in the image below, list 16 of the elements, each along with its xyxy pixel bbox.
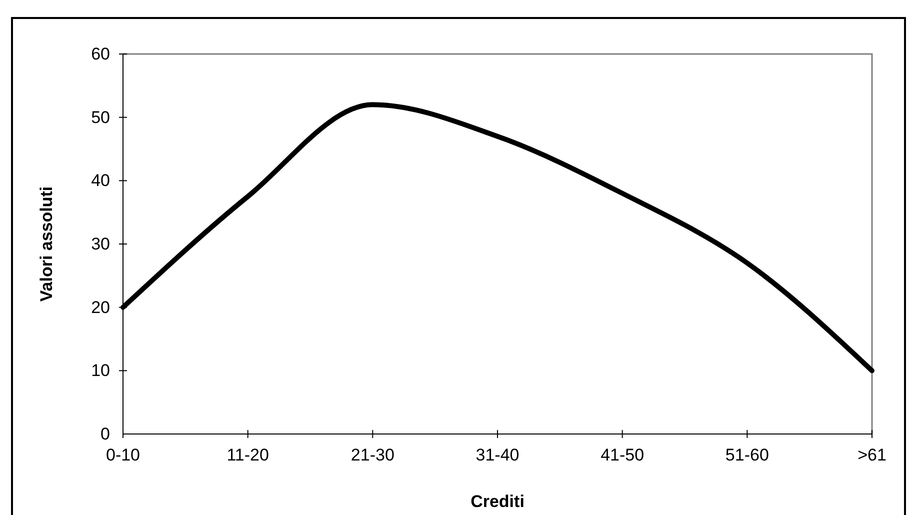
y-tick-label: 20 <box>91 298 110 317</box>
x-axis-title: Crediti <box>470 492 524 511</box>
y-tick-label: 50 <box>91 108 110 127</box>
x-tick-label: 31-40 <box>476 445 520 464</box>
x-tick-label: 0-10 <box>106 445 140 464</box>
x-tick-label: 41-50 <box>600 445 644 464</box>
x-tick-label: 51-60 <box>725 445 769 464</box>
y-axis-title: Valori assoluti <box>37 186 56 302</box>
y-tick-label: 40 <box>91 171 110 190</box>
y-tick-label: 30 <box>91 234 110 254</box>
y-tick-label: 0 <box>100 424 110 444</box>
x-tick-label: 11-20 <box>226 445 269 464</box>
x-tick-label: >61 <box>858 445 886 464</box>
y-tick-label: 60 <box>91 44 110 64</box>
y-tick-label: 10 <box>91 361 110 380</box>
x-tick-label: 21-30 <box>350 445 394 464</box>
